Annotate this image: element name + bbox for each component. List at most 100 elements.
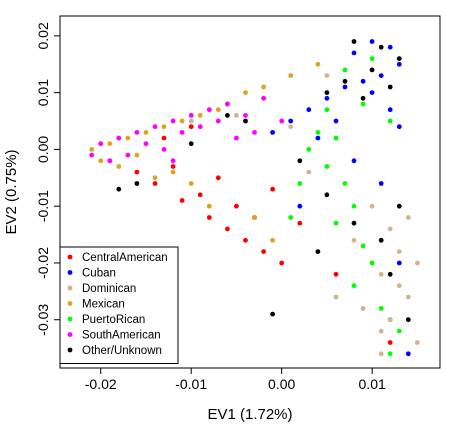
point-other-unknown-18 xyxy=(405,317,411,323)
point-other-unknown-1 xyxy=(378,44,384,50)
point-dominican-11 xyxy=(333,294,339,300)
legend-marker-3 xyxy=(67,301,73,306)
y-tick-label-5: -0.03 xyxy=(35,304,51,336)
legend: CentralAmerican Cuban Dominican Mexican Puer… xyxy=(59,246,179,364)
point-southamerican-17 xyxy=(243,113,248,118)
point-mexican-16 xyxy=(243,90,248,95)
x-tick-label-2: 0.00 xyxy=(268,376,295,392)
legend-marker-4 xyxy=(67,316,73,322)
point-puertorican-7 xyxy=(360,243,366,249)
point-centralamerican-7 xyxy=(215,175,221,181)
point-southamerican-15 xyxy=(225,101,230,107)
legend-box xyxy=(59,246,179,364)
point-southamerican-20 xyxy=(279,118,285,124)
point-mexican-17 xyxy=(261,84,266,90)
point-dominican-14 xyxy=(378,328,384,334)
point-cuban-16 xyxy=(351,158,357,164)
point-cuban-3 xyxy=(396,61,402,67)
point-mexican-20 xyxy=(252,215,257,220)
point-cuban-7 xyxy=(324,95,330,101)
point-southamerican-12 xyxy=(197,124,203,130)
point-puertorican-19 xyxy=(369,56,375,61)
point-cuban-11 xyxy=(315,135,321,141)
point-southamerican-16 xyxy=(234,135,239,141)
point-southamerican-9 xyxy=(170,118,176,124)
point-puertorican-5 xyxy=(351,203,357,209)
point-cuban-18 xyxy=(396,260,402,266)
point-puertorican-17 xyxy=(387,118,393,124)
x-tick-label-3: 0.01 xyxy=(359,376,386,392)
y-tick-label-4: -0.02 xyxy=(35,247,51,279)
legend-marker-0 xyxy=(67,254,73,260)
legend-marker-5 xyxy=(67,332,73,337)
point-centralamerican-14 xyxy=(279,260,285,266)
point-mexican-13 xyxy=(206,203,212,209)
point-centralamerican-6 xyxy=(206,215,212,220)
point-centralamerican-13 xyxy=(270,186,275,192)
point-mexican-2 xyxy=(107,141,113,147)
point-puertorican-16 xyxy=(360,101,366,107)
legend-marker-6 xyxy=(67,347,73,353)
point-cuban-2 xyxy=(387,44,393,50)
x-axis: -0.02 -0.01 0.00 0.01 xyxy=(85,367,386,392)
legend-label-4: PuertoRican xyxy=(82,314,145,326)
legend-label-2: Dominican xyxy=(82,283,136,295)
point-mexican-8 xyxy=(161,124,167,130)
point-mexican-9 xyxy=(170,169,176,175)
point-southamerican-19 xyxy=(261,95,266,101)
point-other-unknown-11 xyxy=(297,158,303,164)
legend-label-3: Mexican xyxy=(82,299,125,311)
point-dominican-20 xyxy=(378,351,384,357)
point-mexican-11 xyxy=(188,181,194,186)
point-mexican-19 xyxy=(315,61,321,67)
point-puertorican-15 xyxy=(324,107,330,113)
point-centralamerican-2 xyxy=(152,181,158,186)
point-other-unknown-5 xyxy=(360,95,366,101)
point-cuban-5 xyxy=(360,78,366,84)
point-other-unknown-14 xyxy=(378,237,384,243)
legend-marker-1 xyxy=(67,270,73,275)
point-southamerican-8 xyxy=(161,147,167,152)
point-centralamerican-12 xyxy=(261,249,266,255)
point-dominican-17 xyxy=(234,113,239,118)
point-centralamerican-8 xyxy=(225,226,230,232)
point-puertorican-12 xyxy=(387,351,393,357)
point-puertorican-13 xyxy=(297,181,303,186)
point-mexican-1 xyxy=(98,158,104,164)
point-southamerican-10 xyxy=(179,130,185,135)
point-puertorican-14 xyxy=(288,215,294,220)
points-layer xyxy=(89,39,420,357)
point-centralamerican-15 xyxy=(297,220,303,226)
legend-label-1: Cuban xyxy=(82,268,116,280)
point-other-unknown-9 xyxy=(134,181,140,186)
point-mexican-7 xyxy=(152,175,158,181)
point-southamerican-3 xyxy=(116,135,122,141)
point-cuban-4 xyxy=(378,73,384,78)
point-centralamerican-10 xyxy=(243,237,248,243)
point-mexican-21 xyxy=(270,237,275,243)
y-tick-label-0: 0.02 xyxy=(35,22,51,49)
point-cuban-8 xyxy=(306,107,312,113)
point-dominican-3 xyxy=(378,271,384,277)
point-dominican-1 xyxy=(387,226,393,232)
point-mexican-18 xyxy=(288,73,294,78)
point-centralamerican-3 xyxy=(170,164,176,169)
point-centralamerican-4 xyxy=(179,198,185,203)
point-other-unknown-15 xyxy=(270,311,275,317)
point-puertorican-1 xyxy=(333,135,339,141)
point-mexican-0 xyxy=(89,147,95,152)
legend-label-0: CentralAmerican xyxy=(82,252,168,264)
point-centralamerican-18 xyxy=(161,135,167,141)
point-other-unknown-2 xyxy=(396,56,402,61)
point-other-unknown-4 xyxy=(387,84,393,90)
point-centralamerican-1 xyxy=(134,169,140,175)
point-dominican-15 xyxy=(306,169,312,175)
point-centralamerican-17 xyxy=(387,340,393,345)
point-puertorican-18 xyxy=(342,67,348,73)
point-mexican-6 xyxy=(143,130,149,135)
point-dominican-2 xyxy=(396,249,402,255)
x-tick-label-1: -0.01 xyxy=(175,376,207,392)
point-southamerican-13 xyxy=(206,107,212,113)
point-other-unknown-21 xyxy=(324,90,330,95)
point-cuban-10 xyxy=(270,130,275,135)
